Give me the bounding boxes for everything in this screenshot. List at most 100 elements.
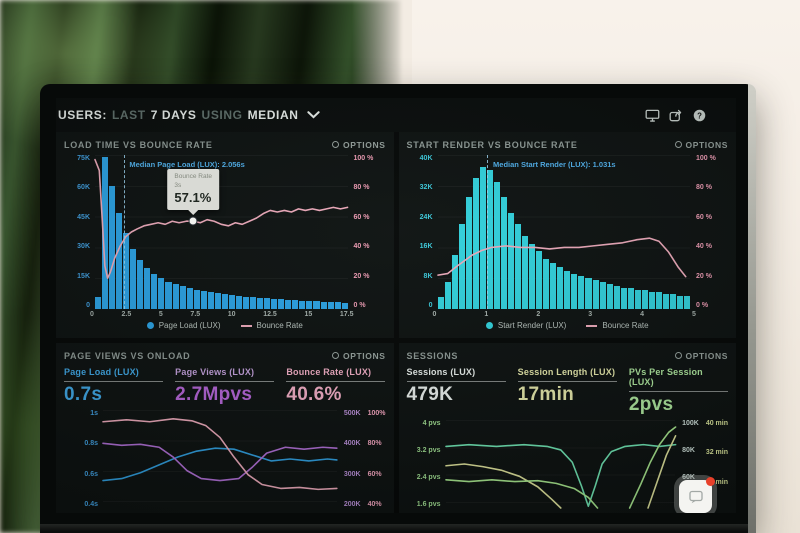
options-icon — [332, 352, 340, 359]
histogram-bar — [299, 300, 306, 309]
metric-value: 40.6% — [286, 384, 342, 405]
histogram-bars — [95, 155, 348, 309]
x-tick-label: 15 — [304, 311, 313, 318]
y-tick-label: 0 % — [353, 301, 366, 309]
options-icon — [674, 352, 682, 359]
histogram-bar — [200, 290, 207, 309]
monitor-icon[interactable] — [645, 109, 660, 122]
metric-value: 0.7s — [64, 384, 103, 405]
histogram-bar — [684, 295, 691, 309]
histogram-bar — [264, 297, 271, 309]
histogram-bar — [529, 243, 536, 309]
x-tick-label: 5 — [692, 311, 696, 318]
chat-widget-button[interactable] — [679, 477, 715, 513]
plot-area — [103, 410, 337, 508]
dashboard-header: USERS: LAST 7 DAYS USING MEDIAN — [56, 98, 736, 132]
x-tick-label: 10 — [227, 311, 236, 318]
y-tick-label: 40% — [367, 500, 382, 508]
header-median-label: MEDIAN — [247, 108, 299, 122]
x-tick-label: 7.5 — [190, 311, 201, 318]
histogram-bar — [221, 293, 228, 309]
median-line — [123, 155, 125, 309]
histogram-bar — [486, 170, 493, 309]
histogram-bar — [320, 301, 327, 309]
y-tick-label: 1.6 pvs — [416, 501, 441, 508]
histogram-bar — [179, 286, 186, 309]
histogram-bar — [151, 274, 158, 309]
histogram-bar — [172, 284, 179, 309]
x-tick-label: 17.5 — [339, 311, 354, 318]
histogram-bar — [235, 295, 242, 309]
y-axis-right: 500K 400K 300K 200K 100% 80% 60% 40% — [337, 410, 386, 508]
histogram-bar — [557, 266, 564, 309]
load-time-chart: 75K 60K 45K 30K 15K 0 Median Page Load (LUX):… — [64, 155, 386, 309]
legend-item[interactable]: Page Load (LUX) — [146, 321, 221, 330]
histogram-bar — [334, 301, 341, 309]
panel-start-render-vs-bounce-rate: START RENDER VS BOUNCE RATE OPTIONS 40K 3… — [398, 132, 736, 338]
tooltip: Bounce Rate 3s 57.1% — [167, 169, 220, 211]
header-users-label: USERS: — [58, 108, 107, 122]
histogram-bar — [648, 291, 655, 309]
y-tick-label: 40 % — [353, 243, 370, 251]
options-icon — [674, 141, 682, 148]
metric-page-views: Page Views (LUX) 2.7Mpvs — [175, 367, 275, 405]
options-button[interactable]: OPTIONS — [674, 140, 728, 150]
histogram-bar — [465, 197, 472, 309]
chevron-down-icon[interactable] — [306, 111, 320, 119]
options-button[interactable]: OPTIONS — [332, 140, 385, 150]
y-tick-label: 40 % — [696, 243, 712, 251]
svg-text:?: ? — [697, 111, 702, 120]
legend-label: Bounce Rate — [602, 321, 649, 330]
histogram-bar — [451, 255, 458, 309]
options-label: OPTIONS — [343, 139, 386, 150]
y-tick-label: 80 % — [696, 184, 712, 192]
x-tick-label: 0 — [432, 311, 437, 318]
metric-value: 2.7Mpvs — [175, 384, 253, 405]
panel-title: PAGE VIEWS VS ONLOAD — [64, 350, 191, 361]
panels-grid: LOAD TIME VS BOUNCE RATE OPTIONS 75K 60K 4… — [56, 132, 736, 513]
laptop: USERS: LAST 7 DAYS USING MEDIAN — [40, 84, 756, 533]
histogram-bar — [655, 291, 662, 309]
tooltip-dot — [188, 216, 198, 226]
y-tick-label: 45K — [77, 213, 90, 221]
options-button[interactable]: OPTIONS — [674, 351, 728, 361]
legend-item[interactable]: Start Render (LUX) — [485, 321, 566, 330]
chart-legend: Page Load (LUX) Bounce Rate — [64, 318, 386, 333]
y-tick-label: 60 % — [696, 213, 712, 221]
y-tick-label: 2.4 pvs — [416, 474, 441, 481]
y-tick-label: 3.2 pvs — [416, 447, 441, 454]
y-tick-label: 4 pvs — [422, 420, 441, 427]
y-tick-label: 16K — [419, 243, 433, 251]
chart-legend: Start Render (LUX) Bounce Rate — [407, 318, 729, 333]
dashboard-screen: USERS: LAST 7 DAYS USING MEDIAN — [56, 98, 736, 513]
metric-bounce-rate: Bounce Rate (LUX) 40.6% — [286, 367, 386, 405]
y-tick-label: 60 % — [353, 213, 370, 221]
median-line — [487, 155, 489, 309]
unread-badge — [706, 477, 715, 486]
metric-value: 2pvs — [628, 394, 674, 415]
y-tick-label: 100% — [367, 410, 386, 417]
bounce-rate-line — [95, 155, 348, 309]
legend-item[interactable]: Bounce Rate — [240, 321, 303, 330]
x-tick-label: 3 — [588, 311, 593, 318]
y-tick-label: 1s — [90, 410, 98, 417]
histogram-bar — [444, 282, 451, 309]
chat-icon — [688, 490, 703, 503]
help-icon[interactable]: ? — [693, 109, 706, 122]
histogram-bar — [292, 299, 299, 309]
histogram-bar — [500, 197, 507, 309]
users-filter-dropdown[interactable]: USERS: LAST 7 DAYS USING MEDIAN — [58, 108, 320, 122]
histogram-bar — [634, 289, 641, 309]
panel-title: START RENDER VS BOUNCE RATE — [406, 139, 578, 150]
share-icon[interactable] — [669, 109, 684, 122]
x-tick-label: 2.5 — [121, 311, 132, 318]
histogram-bar — [437, 297, 444, 309]
metric-label: Page Views (LUX) — [175, 367, 275, 382]
histogram-bar — [670, 293, 677, 309]
options-button[interactable]: OPTIONS — [332, 351, 385, 361]
y-tick-label: 40 min — [705, 420, 728, 427]
histogram-bar — [327, 301, 334, 309]
legend-item[interactable]: Bounce Rate — [586, 321, 649, 330]
histogram-bar — [599, 282, 606, 309]
y-axis-left: 1s 0.8s 0.6s 0.4s — [64, 410, 103, 508]
